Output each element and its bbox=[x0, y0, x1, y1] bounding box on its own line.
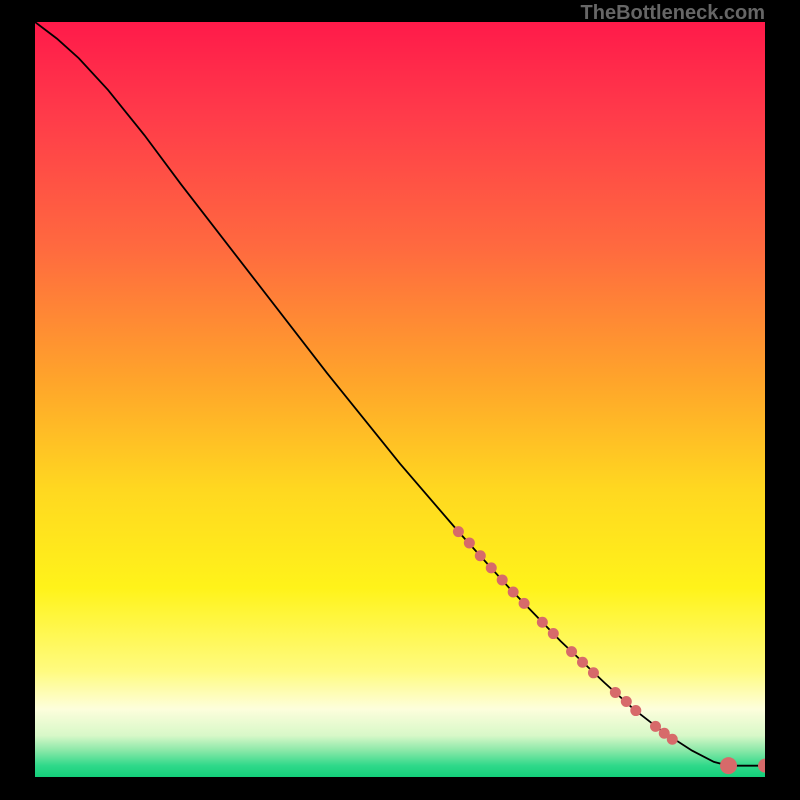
data-marker bbox=[667, 734, 678, 745]
data-marker bbox=[508, 587, 519, 598]
data-marker bbox=[758, 759, 765, 773]
data-marker bbox=[577, 657, 588, 668]
data-marker bbox=[610, 687, 621, 698]
data-marker bbox=[537, 617, 548, 628]
data-marker bbox=[621, 696, 632, 707]
data-marker bbox=[475, 550, 486, 561]
data-marker bbox=[486, 562, 497, 573]
data-marker bbox=[453, 526, 464, 537]
data-marker bbox=[650, 721, 661, 732]
data-marker bbox=[720, 757, 737, 774]
data-markers-group bbox=[453, 526, 765, 774]
data-marker bbox=[519, 598, 530, 609]
data-marker bbox=[548, 628, 559, 639]
chart-overlay bbox=[35, 22, 765, 777]
data-marker bbox=[497, 574, 508, 585]
data-marker bbox=[630, 705, 641, 716]
plot-area bbox=[35, 22, 765, 777]
bottleneck-curve bbox=[35, 22, 765, 766]
data-marker bbox=[566, 646, 577, 657]
chart-container: TheBottleneck.com bbox=[0, 0, 800, 800]
data-marker bbox=[464, 537, 475, 548]
data-marker bbox=[588, 667, 599, 678]
